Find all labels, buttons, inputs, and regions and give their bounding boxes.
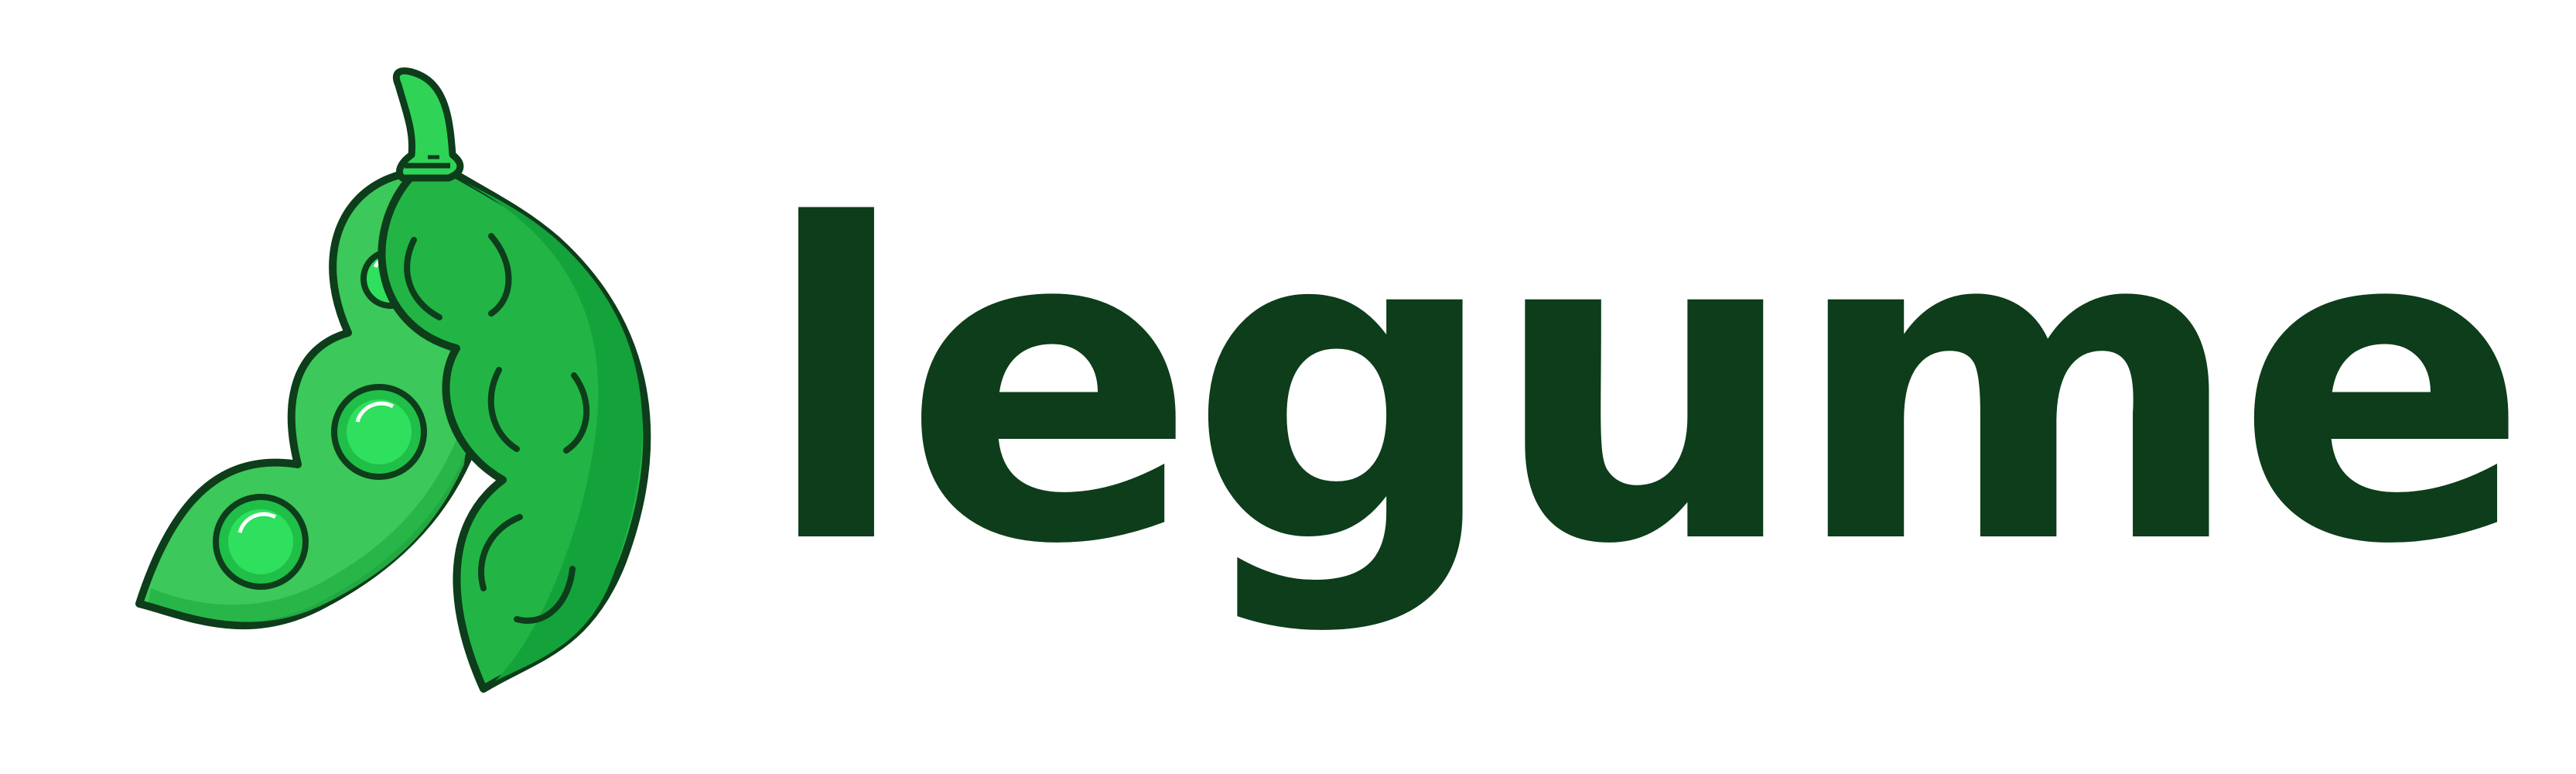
closed-pod-shade <box>464 182 643 681</box>
wordmark-text: legume <box>762 135 2530 639</box>
pea-3 <box>213 494 309 590</box>
pea-pod-icon <box>135 67 651 693</box>
pod-veins <box>404 233 590 624</box>
pea-2 <box>331 384 427 480</box>
open-pod-inner <box>149 395 472 622</box>
stem <box>392 67 464 182</box>
